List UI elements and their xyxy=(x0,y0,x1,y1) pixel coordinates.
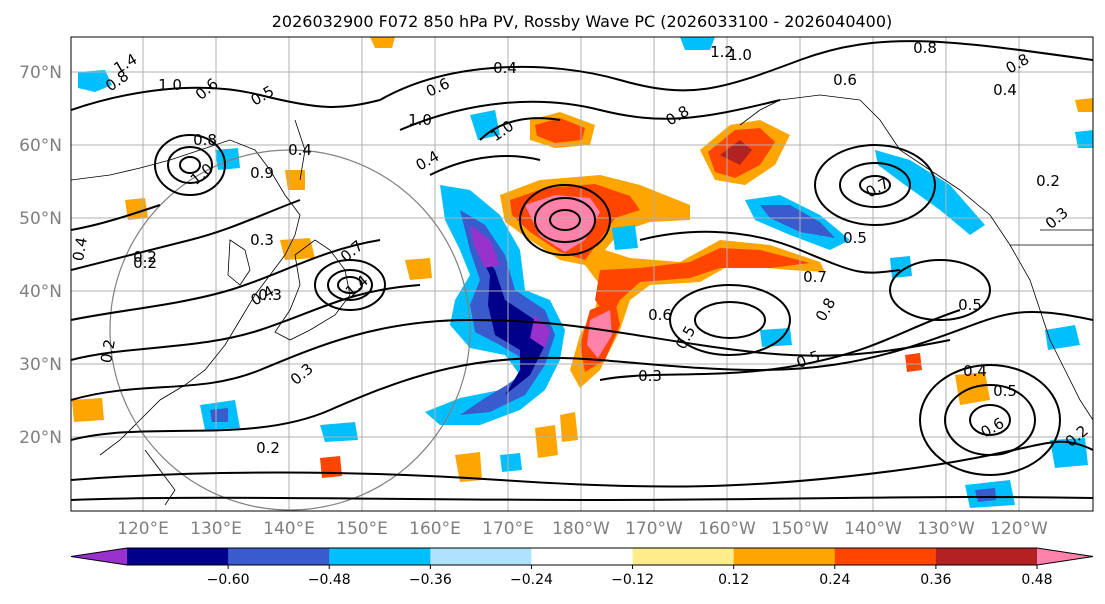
contour-label: 0.5 xyxy=(843,229,867,247)
contour-label: 0.3 xyxy=(250,231,274,249)
colorbar-bin xyxy=(632,548,735,565)
lon-label-160w: 160°W xyxy=(698,519,756,539)
contour-label: 1.0 xyxy=(408,111,432,129)
lon-label-170e: 170°E xyxy=(482,519,534,539)
colorbar-bin xyxy=(71,548,127,565)
lon-label-160e: 160°E xyxy=(409,519,461,539)
lon-label-120w: 120°W xyxy=(990,519,1048,539)
map-title: 2026032900 F072 850 hPa PV, Rossby Wave … xyxy=(272,12,893,31)
reference-circle xyxy=(109,149,471,511)
contour-label: 1.0 xyxy=(728,46,752,64)
longitude-axis: 120°E 130°E 140°E 150°E 160°E 170°E 180°… xyxy=(117,519,1048,539)
colorbar-bin xyxy=(127,548,229,565)
contour-label: 0.8 xyxy=(913,39,937,57)
colorbar-tick-label: 0.36 xyxy=(920,572,951,588)
lon-label-170w: 170°W xyxy=(625,519,683,539)
lat-label-60n: 60°N xyxy=(19,136,62,156)
colorbar-bin xyxy=(228,548,330,565)
contour-label: 0.4 xyxy=(288,141,312,159)
colorbar-bin xyxy=(834,548,937,565)
lat-label-70n: 70°N xyxy=(19,63,62,83)
colorbar-tick-label: 0.24 xyxy=(819,572,850,588)
colorbar-bin xyxy=(733,548,836,565)
lat-label-50n: 50°N xyxy=(19,209,62,229)
colorbar-bin xyxy=(430,548,532,565)
contour-label: 0.4 xyxy=(493,59,517,77)
contour-label: 0.2 xyxy=(133,254,157,272)
lon-label-150e: 150°E xyxy=(336,519,388,539)
colorbar-tick-label: −0.60 xyxy=(207,572,250,588)
lat-label-30n: 30°N xyxy=(19,355,62,375)
contour-label: 0.2 xyxy=(97,338,119,365)
colorbar-bin xyxy=(1037,548,1093,565)
contour-label: 1.0 xyxy=(158,76,182,94)
colorbar: −0.60 −0.48 −0.36 −0.24 −0.12 0.12 0.24 0.36 0.4… xyxy=(70,547,1094,588)
lon-label-130w: 130°W xyxy=(917,519,975,539)
contour-label: 0.2 xyxy=(256,439,280,457)
lon-label-180w: 180°W xyxy=(552,519,610,539)
contour-label: 0.6 xyxy=(648,306,672,324)
colorbar-tick-label: −0.48 xyxy=(308,572,351,588)
contour-label: 0.5 xyxy=(958,296,982,314)
contour-label: 0.7 xyxy=(803,268,827,286)
contour-label: 0.4 xyxy=(993,81,1017,99)
contour-label: 0.4 xyxy=(69,236,91,263)
contour-label: 0.2 xyxy=(133,248,157,266)
colorbar-bin xyxy=(935,548,1038,565)
colorbar-outline xyxy=(70,547,1094,566)
contour-label: 0.5 xyxy=(993,382,1017,400)
colorbar-bin xyxy=(531,548,634,565)
pv-contours xyxy=(71,40,1093,502)
map-frame xyxy=(70,36,1094,512)
colorbar-tick-label: 0.12 xyxy=(718,572,749,588)
contour-label: 1.2 xyxy=(710,43,734,61)
latitude-axis: 70°N 60°N 50°N 40°N 30°N 20°N xyxy=(19,63,62,448)
contour-label: 0.6 xyxy=(833,71,857,89)
contour-label: 0.3 xyxy=(258,286,282,304)
map-area xyxy=(71,37,1093,511)
colorbar-tick-label: −0.24 xyxy=(510,572,553,588)
lon-label-140e: 140°E xyxy=(263,519,315,539)
coastlines xyxy=(71,94,1093,506)
colorbar-tick-label: 0.48 xyxy=(1021,572,1052,588)
contour-label: 0.9 xyxy=(250,164,274,182)
lon-label-120e: 120°E xyxy=(117,519,169,539)
colorbar-tick-label: −0.36 xyxy=(409,572,452,588)
colorbar-bin xyxy=(329,548,431,565)
lat-label-40n: 40°N xyxy=(19,282,62,302)
lon-label-130e: 130°E xyxy=(190,519,242,539)
lon-label-140w: 140°W xyxy=(844,519,902,539)
lat-label-20n: 20°N xyxy=(19,428,62,448)
colorbar-tick-label: −0.12 xyxy=(611,572,654,588)
lon-label-150w: 150°W xyxy=(771,519,829,539)
contour-label: 0.3 xyxy=(638,367,662,385)
contour-label: 0.8 xyxy=(193,131,217,149)
contour-label: 0.2 xyxy=(1036,172,1060,190)
contour-label: 0.4 xyxy=(963,362,987,380)
